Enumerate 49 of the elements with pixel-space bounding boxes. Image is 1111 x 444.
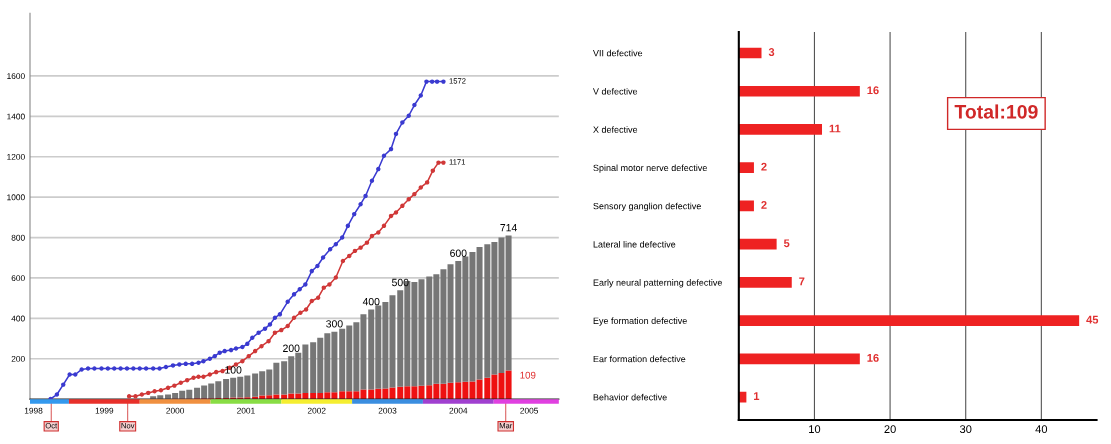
data-label: 16: [867, 86, 879, 95]
x-tick-label: 2002: [307, 407, 326, 414]
y-tick-label: Eye formation defective: [593, 317, 687, 326]
annotation: 109: [520, 371, 536, 379]
data-label: 7: [799, 277, 805, 286]
y-tick-label: Lateral line defective: [593, 240, 676, 248]
y-tick-label: Spinal motor nerve defective: [593, 164, 707, 173]
data-label: 1: [754, 392, 760, 400]
y-tick-label: 800: [11, 234, 25, 241]
x-tick-label: 2004: [449, 407, 468, 414]
annotation: 100: [225, 366, 242, 374]
x-tick-label: 2000: [166, 407, 185, 414]
annotation: 300: [326, 320, 343, 328]
y-tick-label: Sensory ganglion defective: [593, 202, 701, 212]
x-tick-label: 20: [884, 425, 896, 434]
annotation: 400: [362, 297, 380, 306]
y-tick-label: 200: [11, 355, 25, 362]
x-tick-label: 30: [959, 425, 972, 434]
data-label: 2: [761, 201, 767, 209]
y-tick-label: X defective: [593, 126, 638, 133]
x-tick-label: 2005: [520, 407, 539, 414]
data-label: 3: [768, 48, 775, 56]
data-label: 5: [783, 239, 790, 248]
annotation: 500: [391, 278, 409, 287]
annotation: 714: [500, 224, 517, 232]
annotation: 200: [283, 344, 300, 352]
y-tick-label: Behavior defective: [593, 393, 667, 401]
x-tick-label: 40: [1035, 425, 1048, 434]
y-tick-label: Ear formation defective: [593, 355, 686, 363]
data-label: 45: [1086, 315, 1099, 324]
x-tick-label: 1998: [24, 407, 43, 414]
x-tick-label: 1999: [95, 407, 114, 414]
y-tick-label: V defective: [592, 87, 638, 95]
y-tick-label: 1400: [7, 113, 25, 120]
y-tick-label: 1600: [7, 73, 25, 80]
x-tick-label: 2001: [237, 407, 255, 414]
data-label: 11: [829, 124, 841, 133]
annotation: 600: [450, 249, 467, 257]
x-tick-label: 2003: [378, 407, 397, 414]
data-label: 16: [867, 353, 879, 362]
annotation: Total:109: [954, 104, 1038, 119]
y-tick-label: Early neural patterning defective: [593, 279, 723, 288]
y-tick-label: 1200: [7, 153, 25, 160]
y-tick-label: 400: [11, 315, 25, 322]
x-tick-label: 10: [809, 425, 821, 434]
y-tick-label: VII defective: [592, 49, 643, 57]
y-tick-label: 600: [11, 275, 25, 282]
y-tick-label: 1000: [7, 194, 25, 201]
data-label: 2: [761, 162, 767, 171]
